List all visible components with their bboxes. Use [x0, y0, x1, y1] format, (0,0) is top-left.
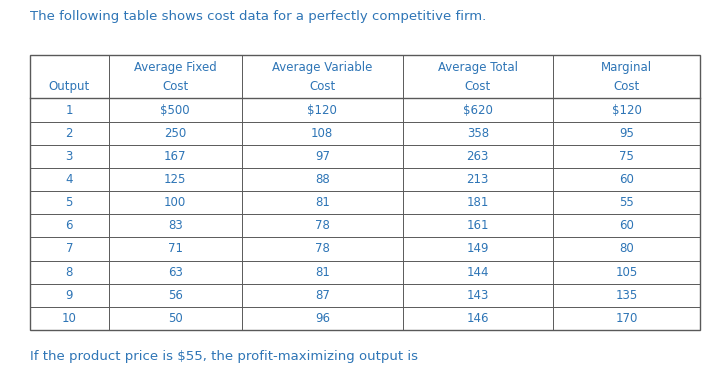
- Text: 75: 75: [619, 150, 634, 163]
- Text: 143: 143: [467, 289, 489, 302]
- Text: 56: 56: [168, 289, 183, 302]
- Text: 10: 10: [62, 312, 77, 325]
- Text: 1: 1: [65, 103, 73, 116]
- Text: 263: 263: [467, 150, 489, 163]
- Text: 78: 78: [315, 219, 330, 232]
- Text: 78: 78: [315, 243, 330, 255]
- Text: 146: 146: [467, 312, 489, 325]
- Text: 9: 9: [65, 289, 73, 302]
- Text: 2: 2: [65, 127, 73, 140]
- Text: 71: 71: [168, 243, 183, 255]
- Text: Average Fixed: Average Fixed: [134, 61, 216, 74]
- Text: 108: 108: [311, 127, 333, 140]
- Text: $620: $620: [463, 103, 493, 116]
- Text: 83: 83: [168, 219, 183, 232]
- Text: 358: 358: [467, 127, 489, 140]
- Text: 96: 96: [315, 312, 330, 325]
- Text: Output: Output: [49, 80, 90, 93]
- Text: 100: 100: [164, 196, 187, 209]
- Text: $120: $120: [307, 103, 337, 116]
- Text: $500: $500: [160, 103, 190, 116]
- Text: 60: 60: [619, 173, 634, 186]
- Text: 80: 80: [619, 243, 634, 255]
- Text: 6: 6: [65, 219, 73, 232]
- Text: The following table shows cost data for a perfectly competitive firm.: The following table shows cost data for …: [30, 10, 486, 23]
- Text: 8: 8: [65, 266, 73, 279]
- Text: Marginal: Marginal: [601, 61, 652, 74]
- Text: 87: 87: [315, 289, 330, 302]
- Text: 63: 63: [168, 266, 183, 279]
- Text: 105: 105: [616, 266, 637, 279]
- Text: 161: 161: [467, 219, 489, 232]
- Text: 88: 88: [315, 173, 330, 186]
- Text: Average Total: Average Total: [438, 61, 518, 74]
- Text: Cost: Cost: [465, 80, 491, 93]
- Text: 7: 7: [65, 243, 73, 255]
- Text: Cost: Cost: [309, 80, 335, 93]
- Text: 144: 144: [467, 266, 489, 279]
- Text: 3: 3: [65, 150, 73, 163]
- Text: 55: 55: [619, 196, 634, 209]
- Text: 135: 135: [616, 289, 637, 302]
- Text: 50: 50: [168, 312, 183, 325]
- Text: 5: 5: [65, 196, 73, 209]
- Text: Cost: Cost: [613, 80, 640, 93]
- Text: 125: 125: [164, 173, 187, 186]
- Text: 60: 60: [619, 219, 634, 232]
- Text: $120: $120: [611, 103, 642, 116]
- Text: 97: 97: [315, 150, 330, 163]
- Text: 4: 4: [65, 173, 73, 186]
- Text: 95: 95: [619, 127, 634, 140]
- Text: Cost: Cost: [162, 80, 189, 93]
- Text: 167: 167: [164, 150, 187, 163]
- Text: 81: 81: [315, 266, 330, 279]
- Text: 149: 149: [467, 243, 489, 255]
- Text: 81: 81: [315, 196, 330, 209]
- Text: Average Variable: Average Variable: [272, 61, 372, 74]
- Text: 170: 170: [616, 312, 637, 325]
- Text: 213: 213: [467, 173, 489, 186]
- Text: If the product price is $55, the profit-maximizing output is: If the product price is $55, the profit-…: [30, 350, 418, 363]
- Text: 250: 250: [164, 127, 187, 140]
- Text: 181: 181: [467, 196, 489, 209]
